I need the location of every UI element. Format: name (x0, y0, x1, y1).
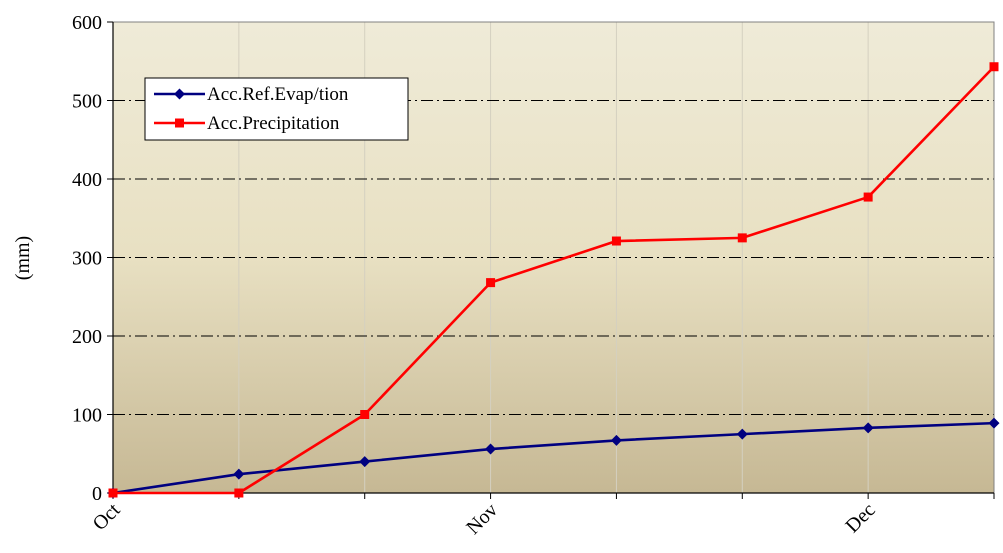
x-tick-label: Dec (841, 499, 879, 537)
data-point-marker (360, 410, 370, 419)
y-tick-label: 300 (72, 248, 102, 270)
data-point-marker (233, 468, 245, 480)
horizontal-gridlines (113, 100, 994, 415)
data-point-marker (610, 434, 622, 446)
data-point-marker (486, 278, 496, 288)
y-tick-label: 100 (72, 405, 102, 427)
y-tick-label: 400 (72, 169, 102, 191)
data-point-marker (988, 417, 1000, 429)
data-point-marker (108, 488, 118, 498)
y-axis-ticks: 0 100 200 300 400 500 600 (72, 12, 113, 505)
series-acc-ref-evap-tion (107, 417, 1000, 499)
data-point-marker (611, 236, 621, 246)
data-point-marker (175, 118, 184, 128)
x-tick-label: Nov (462, 499, 502, 539)
series-line (112, 421, 995, 495)
data-point-marker (737, 233, 747, 243)
legend-entry: Acc.Precipitation (154, 113, 340, 134)
legend-entry: Acc.Ref.Evap/tion (154, 84, 349, 105)
y-tick-label: 0 (92, 483, 102, 505)
data-point-marker (989, 62, 999, 72)
data-point-marker (862, 422, 874, 434)
legend-label: Acc.Ref.Evap/tion (207, 84, 349, 105)
data-point-marker (485, 443, 497, 455)
y-tick-label: 600 (72, 12, 102, 34)
series-acc-precipitation (108, 62, 999, 498)
series-line (113, 65, 995, 495)
legend-label: Acc.Precipitation (207, 113, 340, 134)
x-axis-ticks: Oct Nov Dec (89, 493, 995, 539)
data-point-marker (174, 88, 185, 100)
y-axis-label: (mm) (12, 236, 34, 280)
y-tick-label: 500 (72, 91, 102, 113)
legend: Acc.Ref.Evap/tion Acc.Precipitation (144, 77, 409, 141)
data-point-marker (359, 456, 371, 468)
data-point-marker (736, 428, 748, 440)
legend-box (144, 77, 409, 141)
data-point-marker (234, 488, 244, 498)
data-point-marker (863, 192, 873, 202)
y-tick-label: 200 (72, 326, 102, 348)
series-group (107, 62, 1000, 499)
